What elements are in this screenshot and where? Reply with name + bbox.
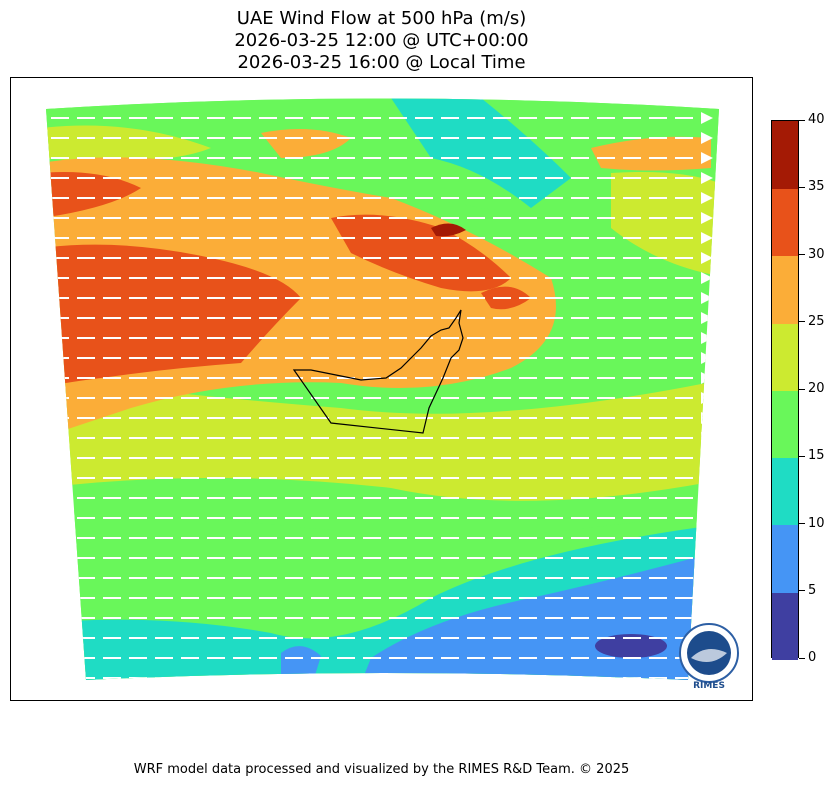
- colorbar-tick-label: 15: [808, 448, 825, 464]
- local-time-subtitle: 2026-03-25 16:00 @ Local Time: [237, 52, 526, 73]
- colorbar-tick-label: 40: [808, 112, 825, 127]
- colorbar-tick: [799, 590, 805, 592]
- colorbar-segment: [772, 390, 798, 458]
- colorbar-segment: [772, 255, 798, 324]
- colorbar-tick: [799, 321, 805, 323]
- colorbar-tick: [799, 388, 805, 390]
- colorbar-tick: [799, 523, 805, 524]
- colorbar-tick-label: 10: [808, 515, 825, 531]
- uae-boundary: [292, 309, 464, 434]
- colorbar-segment: [772, 457, 798, 526]
- colorbar-segment: [772, 121, 798, 189]
- rimes-logo: RIMES: [679, 623, 739, 691]
- rimes-logo-text: RIMES: [693, 681, 725, 691]
- colorbar-tick-label: 30: [808, 246, 825, 262]
- colorbar-tick-label: 25: [808, 313, 825, 329]
- map-frame: RIMES: [10, 77, 753, 701]
- colorbar-tick-label: 0: [808, 650, 817, 665]
- credit-footer: WRF model data processed and visualized …: [133, 762, 630, 777]
- colorbar: [771, 120, 799, 660]
- colorbar-tick: [799, 254, 805, 255]
- colorbar-segment: [772, 524, 798, 593]
- colorbar-segment: [772, 322, 798, 391]
- utc-time-subtitle: 2026-03-25 12:00 @ UTC+00:00: [234, 30, 529, 51]
- colorbar-tick: [799, 455, 805, 457]
- colorbar-tick-label: 5: [808, 582, 817, 598]
- colorbar-segment: [772, 591, 798, 660]
- map-title: UAE Wind Flow at 500 hPa (m/s): [236, 8, 527, 29]
- wind-map: RIMES: [46, 98, 739, 691]
- colorbar-tick: [799, 657, 805, 659]
- colorbar-segment: [772, 188, 798, 257]
- wind-vector-arrows: [51, 112, 713, 680]
- colorbar-tick: [799, 186, 805, 188]
- colorbar-tick-label: 20: [808, 381, 825, 396]
- colorbar-tick-label: 35: [808, 179, 825, 195]
- colorbar-tick: [799, 119, 805, 121]
- wind-speed-field: [46, 98, 719, 680]
